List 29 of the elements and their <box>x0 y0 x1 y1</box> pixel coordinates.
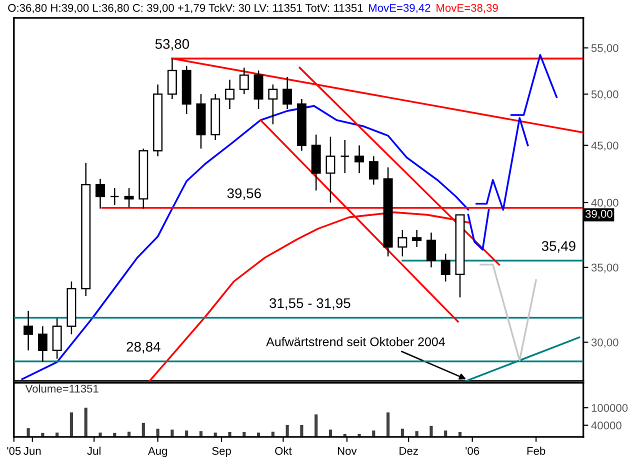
y-tick-label: 30,00 <box>591 338 618 348</box>
x-tick-label: Aug <box>148 447 167 458</box>
x-tick-label: '05 <box>7 446 21 455</box>
x-tick-label: Feb <box>527 446 546 455</box>
x-tick-label: '06 <box>466 446 480 455</box>
annotation: 28,84 <box>126 342 160 354</box>
x-tick-label: Jul <box>87 446 100 455</box>
x-tick-label: Nov <box>338 447 357 455</box>
x-tick-label: Sep <box>212 446 231 458</box>
annotation: 35,49 <box>542 241 576 253</box>
y-tick-label: 40,00 <box>591 198 618 208</box>
y-tick-label: 55,00 <box>591 44 618 54</box>
annotation: 31,55 - 31,95 <box>270 298 350 310</box>
annotation: 39,00 <box>585 210 612 220</box>
y-tick-label: 45,00 <box>591 142 618 151</box>
x-tick-label: Dez <box>400 447 418 455</box>
y-tick-label: 40000 <box>591 422 622 430</box>
y-tick-label: 50,00 <box>591 90 618 100</box>
annotation: 53,80 <box>155 39 190 51</box>
y-tick-label: 35,00 <box>591 264 618 273</box>
text: MovE=39,42 <box>368 4 430 14</box>
y-tick-label: 100000 <box>592 404 628 412</box>
annotation: Aufwärtstrend seit Oktober 2004 <box>266 337 445 346</box>
annotation: Volume=11351 <box>25 384 98 393</box>
text: MovE=38,39 <box>436 4 498 14</box>
x-tick-label: Okt <box>275 446 292 455</box>
x-tick-label: Jun <box>24 447 41 455</box>
annotation: 39,56 <box>227 188 261 200</box>
chart-title: O:36,80 H:39,00 L:36,80 C: 39,00 +1,79 TckV: 30 LV: 11351 TotV: 11351 <box>8 4 363 14</box>
